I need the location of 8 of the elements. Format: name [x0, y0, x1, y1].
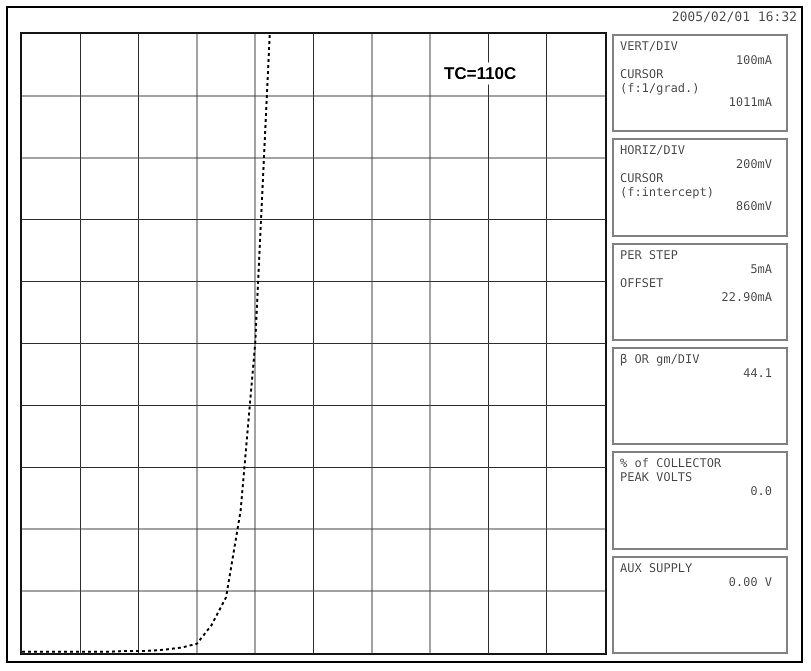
text: HORIZ/DIV 200mV CURSOR (f:intercept) 860mV: [620, 143, 772, 214]
text: % of COLLECTOR PEAK VOLTS 0.0: [620, 456, 772, 498]
text: PER STEP 5mA OFFSET 22.90mA: [620, 248, 772, 304]
annotation: TC=110C: [444, 64, 516, 83]
text: β OR gm/DIV 44.1: [620, 352, 772, 380]
text: 2005/02/01 16:32: [672, 10, 797, 25]
text: VERT/DIV 100mA CURSOR (f:1/grad.) 1011mA: [620, 39, 772, 109]
text: AUX SUPPLY 0.00 V: [620, 560, 772, 589]
